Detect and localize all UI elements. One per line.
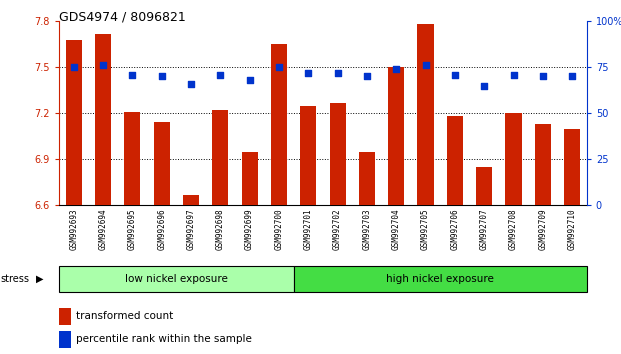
Text: GSM992700: GSM992700	[274, 208, 283, 250]
Text: GSM992693: GSM992693	[69, 208, 78, 250]
Point	[303, 70, 313, 76]
Bar	[535, 124, 551, 205]
Text: stress: stress	[1, 274, 30, 284]
Bar	[183, 195, 199, 205]
Text: transformed count: transformed count	[76, 312, 174, 321]
Point	[450, 72, 460, 78]
Point	[509, 72, 519, 78]
Point	[479, 83, 489, 88]
Bar	[66, 40, 82, 205]
Point	[420, 63, 430, 68]
Text: GSM992705: GSM992705	[421, 208, 430, 250]
Bar	[242, 152, 258, 205]
Text: ▶: ▶	[36, 274, 43, 284]
Bar	[271, 44, 287, 205]
Point	[391, 66, 401, 72]
Text: GSM992708: GSM992708	[509, 208, 518, 250]
Text: GSM992701: GSM992701	[304, 208, 313, 250]
Text: high nickel exposure: high nickel exposure	[386, 274, 494, 284]
Text: GSM992710: GSM992710	[568, 208, 577, 250]
Point	[362, 74, 372, 79]
Text: GSM992702: GSM992702	[333, 208, 342, 250]
Bar	[95, 34, 111, 205]
Text: GSM992698: GSM992698	[215, 208, 225, 250]
Bar	[59, 331, 71, 348]
Bar	[300, 105, 316, 205]
Text: percentile rank within the sample: percentile rank within the sample	[76, 335, 252, 344]
Point	[538, 74, 548, 79]
Bar	[359, 152, 375, 205]
Point	[333, 70, 343, 76]
Point	[69, 64, 79, 70]
Text: GDS4974 / 8096821: GDS4974 / 8096821	[59, 11, 186, 24]
Bar	[564, 129, 580, 205]
Text: GSM992696: GSM992696	[157, 208, 166, 250]
Point	[127, 72, 137, 78]
Bar	[212, 110, 229, 205]
Text: GSM992709: GSM992709	[538, 208, 547, 250]
Bar	[153, 122, 170, 205]
Bar	[59, 308, 71, 325]
Text: GSM992707: GSM992707	[479, 208, 489, 250]
Bar	[124, 112, 140, 205]
Point	[274, 64, 284, 70]
Text: GSM992699: GSM992699	[245, 208, 254, 250]
Text: GSM992706: GSM992706	[450, 208, 460, 250]
Text: GSM992694: GSM992694	[99, 208, 107, 250]
Text: GSM992697: GSM992697	[186, 208, 196, 250]
Bar	[294, 266, 587, 292]
Bar	[505, 113, 522, 205]
Bar	[59, 266, 294, 292]
Point	[215, 72, 225, 78]
Text: GSM992704: GSM992704	[392, 208, 401, 250]
Point	[567, 74, 577, 79]
Bar	[476, 167, 492, 205]
Text: low nickel exposure: low nickel exposure	[125, 274, 228, 284]
Point	[245, 77, 255, 83]
Bar	[417, 24, 433, 205]
Text: GSM992695: GSM992695	[128, 208, 137, 250]
Bar	[330, 103, 346, 205]
Point	[156, 74, 166, 79]
Bar	[388, 67, 404, 205]
Point	[186, 81, 196, 87]
Bar	[447, 116, 463, 205]
Point	[98, 63, 108, 68]
Text: GSM992703: GSM992703	[363, 208, 371, 250]
